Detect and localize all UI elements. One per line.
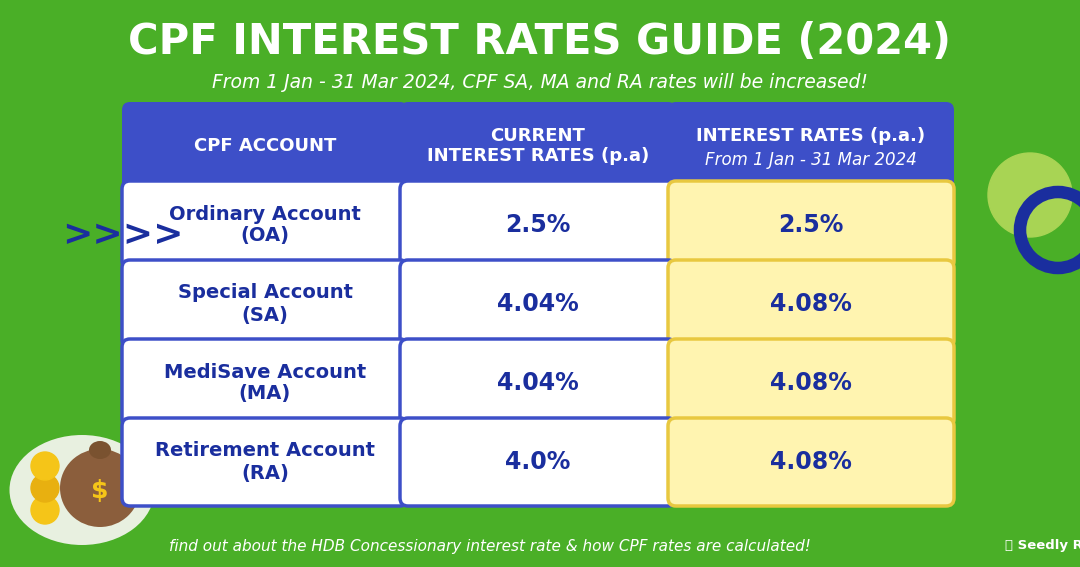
FancyBboxPatch shape: [122, 260, 408, 348]
FancyBboxPatch shape: [669, 102, 954, 190]
Text: 4.08%: 4.08%: [770, 371, 852, 395]
FancyBboxPatch shape: [122, 339, 408, 427]
Ellipse shape: [10, 435, 154, 545]
Circle shape: [31, 474, 59, 502]
FancyBboxPatch shape: [669, 418, 954, 506]
Text: 4.04%: 4.04%: [497, 371, 579, 395]
Text: INTEREST RATES (p.a.): INTEREST RATES (p.a.): [697, 127, 926, 145]
Text: 2.5%: 2.5%: [505, 213, 570, 237]
Text: Ⓜ Seedly Reads: Ⓜ Seedly Reads: [1005, 539, 1080, 552]
Text: From 1 Jan - 31 Mar 2024, CPF SA, MA and RA rates will be increased!: From 1 Jan - 31 Mar 2024, CPF SA, MA and…: [212, 73, 868, 91]
Text: 4.08%: 4.08%: [770, 292, 852, 316]
FancyBboxPatch shape: [122, 102, 408, 190]
FancyBboxPatch shape: [122, 181, 408, 269]
Circle shape: [31, 452, 59, 480]
FancyBboxPatch shape: [400, 102, 676, 190]
Text: 4.0%: 4.0%: [505, 450, 570, 474]
Text: Special Account
(SA): Special Account (SA): [177, 284, 352, 324]
Ellipse shape: [60, 449, 140, 527]
Text: CPF INTEREST RATES GUIDE (2024): CPF INTEREST RATES GUIDE (2024): [129, 21, 951, 63]
Text: MediSave Account
(MA): MediSave Account (MA): [164, 362, 366, 404]
Circle shape: [31, 496, 59, 524]
FancyBboxPatch shape: [122, 418, 408, 506]
FancyBboxPatch shape: [669, 339, 954, 427]
Text: >>>>: >>>>: [62, 218, 184, 252]
Text: CPF ACCOUNT: CPF ACCOUNT: [193, 137, 336, 155]
FancyBboxPatch shape: [669, 181, 954, 269]
Circle shape: [988, 153, 1072, 237]
FancyBboxPatch shape: [400, 181, 676, 269]
Ellipse shape: [89, 441, 111, 459]
Text: find out about the HDB Concessionary interest rate & how CPF rates are calculate: find out about the HDB Concessionary int…: [170, 539, 811, 553]
Text: Retirement Account
(RA): Retirement Account (RA): [156, 442, 375, 483]
Text: 2.5%: 2.5%: [779, 213, 843, 237]
FancyBboxPatch shape: [400, 260, 676, 348]
Text: 4.08%: 4.08%: [770, 450, 852, 474]
FancyBboxPatch shape: [669, 260, 954, 348]
Text: $: $: [91, 479, 109, 503]
FancyBboxPatch shape: [400, 418, 676, 506]
Text: Ordinary Account
(OA): Ordinary Account (OA): [170, 205, 361, 246]
FancyBboxPatch shape: [400, 339, 676, 427]
Text: From 1 Jan - 31 Mar 2024: From 1 Jan - 31 Mar 2024: [705, 151, 917, 169]
Text: CURRENT
INTEREST RATES (p.a): CURRENT INTEREST RATES (p.a): [427, 126, 649, 166]
Text: 4.04%: 4.04%: [497, 292, 579, 316]
